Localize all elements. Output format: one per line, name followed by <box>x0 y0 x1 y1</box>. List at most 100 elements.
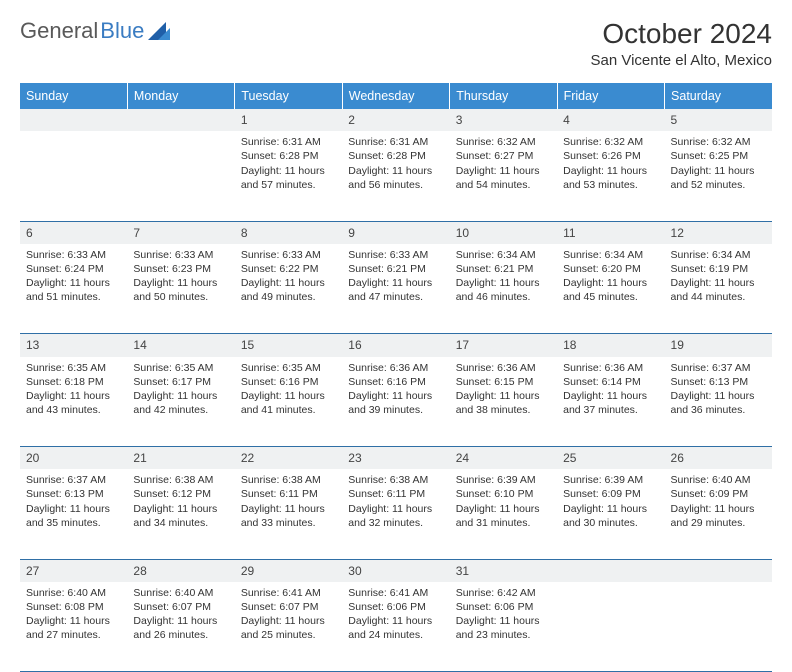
day-number-cell: 11 <box>557 221 664 244</box>
day-cell: Sunrise: 6:37 AMSunset: 6:13 PMDaylight:… <box>20 469 127 559</box>
weekday-header: Wednesday <box>342 83 449 109</box>
sunset-text: Sunset: 6:22 PM <box>241 262 336 276</box>
sunrise-text: Sunrise: 6:32 AM <box>456 135 551 149</box>
daylight-text: Daylight: 11 hours <box>26 502 121 516</box>
sunrise-text: Sunrise: 6:32 AM <box>563 135 658 149</box>
sunrise-text: Sunrise: 6:38 AM <box>133 473 228 487</box>
sunset-text: Sunset: 6:11 PM <box>241 487 336 501</box>
daylight-text: and 29 minutes. <box>671 516 766 530</box>
day-number-cell: 18 <box>557 334 664 357</box>
daylight-text: Daylight: 11 hours <box>563 389 658 403</box>
sunrise-text: Sunrise: 6:41 AM <box>348 586 443 600</box>
sunrise-text: Sunrise: 6:42 AM <box>456 586 551 600</box>
weekday-header-row: Sunday Monday Tuesday Wednesday Thursday… <box>20 83 772 109</box>
day-content-row: Sunrise: 6:40 AM Sunset: 6:08 PM Daylight:… <box>20 582 772 672</box>
daylight-text: and 24 minutes. <box>348 628 443 642</box>
day-content-row: Sunrise: 6:37 AMSunset: 6:13 PMDaylight:… <box>20 469 772 559</box>
sunrise-text: Sunrise: 6:38 AM <box>348 473 443 487</box>
day-number-cell: 27 <box>20 559 127 582</box>
sunrise-text: Sunrise: 6:36 AM <box>563 361 658 375</box>
daylight-text: Daylight: 11 hours <box>456 389 551 403</box>
daylight-text: and 47 minutes. <box>348 290 443 304</box>
calendar-body: 12345Sunrise: 6:31 AMSunset: 6:28 PMDayl… <box>20 109 772 672</box>
sunrise-text: Sunrise: 6:33 AM <box>133 248 228 262</box>
day-number-cell: 24 <box>450 447 557 470</box>
day-number-cell: 16 <box>342 334 449 357</box>
sunset-text: Sunset: 6:28 PM <box>348 149 443 163</box>
day-cell: Sunrise: 6:33 AMSunset: 6:22 PMDaylight:… <box>235 244 342 334</box>
day-number-cell: 15 <box>235 334 342 357</box>
daylight-text: Daylight: 11 hours <box>348 614 443 628</box>
sunset-text: Sunset: 6:09 PM <box>563 487 658 501</box>
sunrise-text: Sunrise: 6:34 AM <box>456 248 551 262</box>
day-number-cell: 3 <box>450 109 557 131</box>
daylight-text: Daylight: 11 hours <box>456 164 551 178</box>
sunset-text: Sunset: 6:07 PM <box>241 600 336 614</box>
day-cell: Sunrise: 6:41 AMSunset: 6:06 PMDaylight:… <box>342 582 449 672</box>
sunrise-text: Sunrise: 6:31 AM <box>348 135 443 149</box>
sunrise-text: Sunrise: 6:35 AM <box>241 361 336 375</box>
sunset-text: Sunset: 6:16 PM <box>241 375 336 389</box>
day-number-cell: 10 <box>450 221 557 244</box>
daylight-text: and 52 minutes. <box>671 178 766 192</box>
day-number-cell: 19 <box>665 334 772 357</box>
day-number-cell: 17 <box>450 334 557 357</box>
day-number-cell: 21 <box>127 447 234 470</box>
day-number-cell: 31 <box>450 559 557 582</box>
daylight-text: and 33 minutes. <box>241 516 336 530</box>
sunset-text: Sunset: 6:08 PM <box>26 600 121 614</box>
sunset-text: Sunset: 6:11 PM <box>348 487 443 501</box>
day-number-cell: 6 <box>20 221 127 244</box>
sunset-text: Sunset: 6:12 PM <box>133 487 228 501</box>
day-number-cell: 1 <box>235 109 342 131</box>
title-block: October 2024 San Vicente el Alto, Mexico <box>591 18 773 69</box>
daylight-text: Daylight: 11 hours <box>348 502 443 516</box>
daylight-text: Daylight: 11 hours <box>26 276 121 290</box>
sunrise-text: Sunrise: 6:35 AM <box>26 361 121 375</box>
sunrise-text: Sunrise: 6:34 AM <box>671 248 766 262</box>
sunset-text: Sunset: 6:24 PM <box>26 262 121 276</box>
day-number-cell: 2 <box>342 109 449 131</box>
day-number-cell <box>127 109 234 131</box>
sunrise-text: Sunrise: 6:37 AM <box>26 473 121 487</box>
sunset-text: Sunset: 6:23 PM <box>133 262 228 276</box>
daylight-text: Daylight: 11 hours <box>241 614 336 628</box>
daylight-text: Daylight: 11 hours <box>563 164 658 178</box>
daylight-text: Daylight: 11 hours <box>563 276 658 290</box>
day-number-cell: 5 <box>665 109 772 131</box>
daylight-text: and 23 minutes. <box>456 628 551 642</box>
day-number-cell: 4 <box>557 109 664 131</box>
logo: GeneralBlue <box>20 18 170 44</box>
day-cell: Sunrise: 6:31 AMSunset: 6:28 PMDaylight:… <box>235 131 342 221</box>
day-number-cell: 25 <box>557 447 664 470</box>
day-cell: Sunrise: 6:39 AMSunset: 6:09 PMDaylight:… <box>557 469 664 559</box>
sunset-text: Sunset: 6:21 PM <box>348 262 443 276</box>
daylight-text: Daylight: 11 hours <box>671 276 766 290</box>
weekday-header: Saturday <box>665 83 772 109</box>
day-cell: Sunrise: 6:33 AMSunset: 6:23 PMDaylight:… <box>127 244 234 334</box>
day-cell: Sunrise: 6:32 AMSunset: 6:26 PMDaylight:… <box>557 131 664 221</box>
sunrise-text: Sunrise: 6:40 AM <box>671 473 766 487</box>
daylight-text: and 57 minutes. <box>241 178 336 192</box>
daylight-text: Daylight: 11 hours <box>133 276 228 290</box>
sunrise-text: Sunrise: 6:40 AM <box>133 586 228 600</box>
daylight-text: and 31 minutes. <box>456 516 551 530</box>
sunrise-text: Sunrise: 6:39 AM <box>456 473 551 487</box>
sunset-text: Sunset: 6:18 PM <box>26 375 121 389</box>
logo-sail-icon <box>148 22 170 40</box>
daylight-text: and 42 minutes. <box>133 403 228 417</box>
day-number-cell: 29 <box>235 559 342 582</box>
day-number-cell <box>665 559 772 582</box>
day-cell: Sunrise: 6:36 AMSunset: 6:16 PMDaylight:… <box>342 357 449 447</box>
sunset-text: Sunset: 6:09 PM <box>671 487 766 501</box>
daylight-text: and 27 minutes. <box>26 628 121 642</box>
day-cell: Sunrise: 6:42 AMSunset: 6:06 PMDaylight:… <box>450 582 557 672</box>
daynum-row: 20212223242526 <box>20 447 772 470</box>
sunset-text: Sunset: 6:13 PM <box>26 487 121 501</box>
day-cell: Sunrise: 6:40 AMSunset: 6:07 PMDaylight:… <box>127 582 234 672</box>
sunset-text: Sunset: 6:19 PM <box>671 262 766 276</box>
daylight-text: and 53 minutes. <box>563 178 658 192</box>
day-cell: Sunrise: 6:35 AMSunset: 6:16 PMDaylight:… <box>235 357 342 447</box>
daylight-text: Daylight: 11 hours <box>671 164 766 178</box>
day-content-row: Sunrise: 6:35 AMSunset: 6:18 PMDaylight:… <box>20 357 772 447</box>
